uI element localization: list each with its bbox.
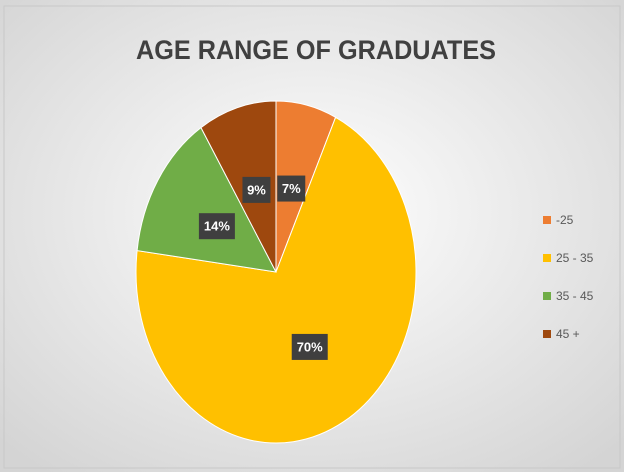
data-label: 14% <box>204 219 230 234</box>
legend-swatch <box>543 216 551 224</box>
chart-title: AGE RANGE OF GRADUATES <box>136 35 496 65</box>
pie-slice <box>135 116 417 444</box>
pie-slice <box>200 100 277 273</box>
legend-label: 45 + <box>556 327 580 341</box>
data-label-box <box>242 176 271 203</box>
legend-swatch <box>543 292 551 300</box>
data-label: 70% <box>297 339 323 354</box>
legend-label: -25 <box>556 213 574 227</box>
legend-label: 35 - 45 <box>556 289 594 303</box>
pie-slice <box>136 126 277 273</box>
data-label: 9% <box>247 182 266 197</box>
data-label-box <box>198 213 235 240</box>
chart-border <box>3 5 621 469</box>
data-label-box <box>277 175 306 202</box>
data-label: 7% <box>282 181 301 196</box>
legend-swatch <box>543 254 551 262</box>
data-label-box <box>291 333 328 360</box>
legend-label: 25 - 35 <box>556 251 594 265</box>
legend-swatch <box>543 330 551 338</box>
